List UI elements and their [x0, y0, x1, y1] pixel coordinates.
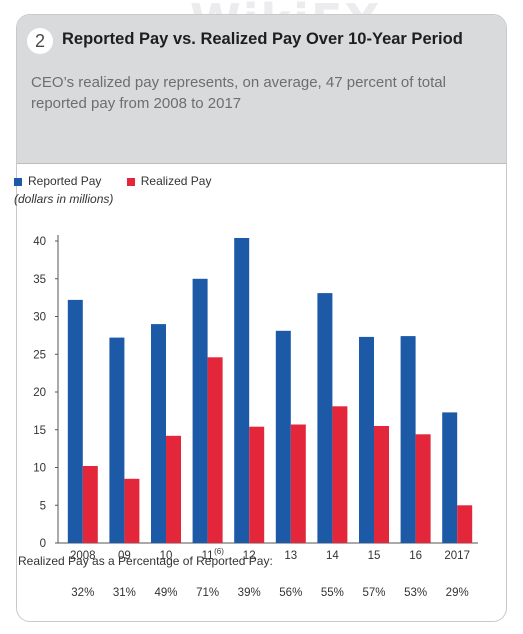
percentage-value: 32%: [71, 587, 94, 599]
bar-reported-pay: [67, 299, 83, 543]
y-tick-label: 5: [40, 500, 46, 512]
bar-realized-pay: [124, 478, 140, 543]
y-tick-label: 25: [33, 349, 46, 361]
x-tick-label: 13: [284, 550, 297, 562]
y-tick-label: 0: [40, 538, 46, 550]
percentage-value: 53%: [404, 587, 427, 599]
x-tick-label: 15: [368, 550, 381, 562]
percentage-value: 56%: [279, 587, 302, 599]
percentage-value: 29%: [446, 587, 469, 599]
x-tick-footnote: (6): [214, 547, 224, 556]
bar-reported-pay: [442, 412, 458, 543]
units-label: (dollars in millions): [14, 192, 114, 206]
legend-item-realized: Realized Pay: [126, 174, 212, 188]
percentage-value: 49%: [154, 587, 177, 599]
bar-reported-pay: [275, 330, 291, 543]
legend-label-realized: Realized Pay: [140, 174, 212, 188]
legend-label-reported: Reported Pay: [28, 174, 102, 188]
y-tick-label: 20: [33, 387, 46, 399]
x-tick-label: 09: [118, 550, 131, 562]
percentage-value: 57%: [362, 587, 385, 599]
y-tick-label: 35: [33, 274, 46, 286]
legend-swatch-reported: [14, 177, 22, 186]
percentage-value: 31%: [113, 587, 136, 599]
bar-realized-pay: [332, 406, 348, 543]
y-tick-label: 10: [33, 463, 46, 475]
figure-number: 2: [27, 28, 53, 54]
bar-reported-pay: [192, 278, 208, 544]
x-tick-label: 11: [202, 550, 214, 562]
x-tick-label: 10: [160, 550, 173, 562]
bar-realized-pay: [82, 466, 98, 543]
bar-realized-pay: [249, 426, 265, 543]
percentage-value: 71%: [196, 587, 219, 599]
bar-reported-pay: [234, 238, 250, 543]
legend-item-reported: Reported Pay: [14, 174, 101, 188]
percentage-caption: Realized Pay as a Percentage of Reported…: [18, 554, 273, 568]
bar-reported-pay: [400, 336, 416, 543]
y-tick-label: 15: [33, 425, 46, 437]
x-tick-label: 2017: [444, 550, 470, 562]
x-tick-label: 2008: [70, 550, 96, 562]
x-tick-label: 14: [326, 550, 339, 562]
percentage-value: 55%: [321, 587, 344, 599]
bar-reported-pay: [151, 324, 166, 543]
bar-realized-pay: [207, 357, 223, 543]
x-tick-label: 16: [409, 550, 422, 562]
bar-realized-pay: [290, 424, 306, 543]
bar-reported-pay: [109, 337, 125, 543]
y-tick-label: 40: [33, 236, 46, 248]
bar-reported-pay: [359, 336, 374, 543]
legend-swatch-realized: [126, 177, 135, 186]
bar-realized-pay: [166, 435, 181, 543]
percentage-value: 39%: [238, 587, 261, 599]
y-tick-label: 30: [33, 312, 46, 324]
chart-title: Reported Pay vs. Realized Pay Over 10-Ye…: [62, 30, 463, 48]
bar-realized-pay: [415, 434, 431, 543]
chart-legend: Reported Pay Realized Pay: [14, 174, 233, 188]
bar-realized-pay: [457, 505, 473, 544]
chart-subtitle: CEO’s realized pay represents, on averag…: [31, 74, 446, 112]
bar-realized-pay: [374, 426, 389, 543]
chart-header: 2 Reported Pay vs. Realized Pay Over 10-…: [17, 15, 506, 164]
bar-reported-pay: [317, 293, 333, 543]
x-tick-label: 12: [243, 550, 256, 562]
